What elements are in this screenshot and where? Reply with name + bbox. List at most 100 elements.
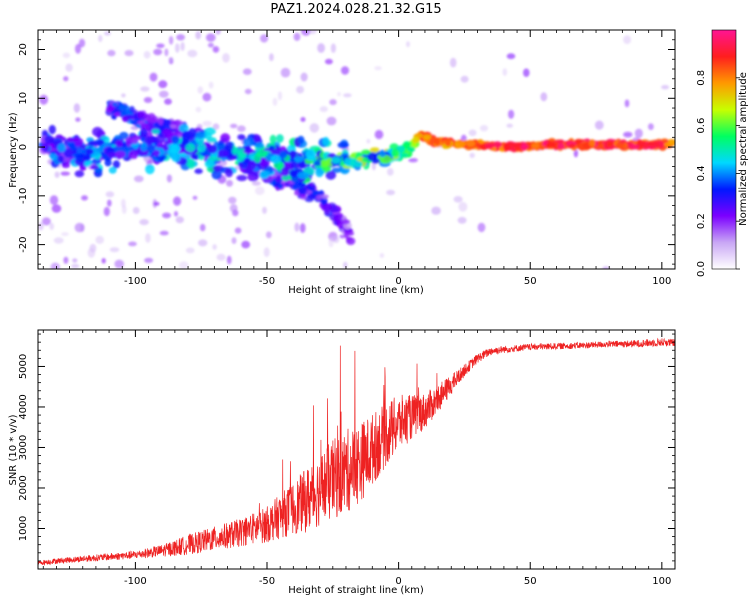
heatmap-noise-cell xyxy=(226,255,232,265)
heatmap-noise-cell xyxy=(387,168,394,176)
heatmap-ridge-cell xyxy=(367,152,378,162)
heatmap-ridge-cell xyxy=(378,149,386,158)
heatmap-noise-cell xyxy=(65,63,73,72)
snr-minor-ticks xyxy=(38,330,676,569)
heatmap-noise-cell xyxy=(624,99,630,108)
heatmap-noise-cell xyxy=(244,88,252,95)
heatmap-branch-cell xyxy=(119,110,128,116)
colorbar-gradient xyxy=(712,30,736,269)
heatmap-noise-cell xyxy=(317,43,325,53)
heatmap-ridge-cell xyxy=(353,161,363,168)
heatmap-ridge-cell xyxy=(320,159,329,167)
heatmap-noise-cell xyxy=(53,237,64,244)
heatmap-noise-cell xyxy=(145,233,151,243)
heatmap-noise-cell xyxy=(195,31,202,40)
heatmap-noise-cell xyxy=(477,222,486,233)
heatmap-noise-cell xyxy=(81,195,88,201)
heatmap-noise-cell xyxy=(479,125,489,132)
heatmap-noise-cell xyxy=(269,53,274,62)
x-tick-label: 0 xyxy=(395,276,401,287)
heatmap-ridge-cell xyxy=(639,140,646,147)
heatmap-noise-cell xyxy=(339,234,346,239)
heatmap-noise-cell xyxy=(72,258,78,263)
heatmap-ridge-cell xyxy=(268,145,275,151)
heatmap-noise-cell xyxy=(523,68,530,77)
snr-panel: -100 -50 0 50 100 1000 2000 3000 4000 5000 Heigh… xyxy=(8,329,676,596)
heatmap-noise-cell xyxy=(168,57,174,61)
heatmap-noise-cell xyxy=(143,51,151,59)
heatmap-ridge-cell xyxy=(281,174,290,182)
y-tick-label: -10 xyxy=(18,188,29,204)
heatmap-ridge-cell xyxy=(484,142,495,149)
heatmap-branch-cell xyxy=(161,119,172,127)
heatmap-ridge-cell xyxy=(63,148,74,158)
heatmap-ridge-cell xyxy=(185,158,193,167)
colorbar-tick-label: 0.2 xyxy=(696,213,707,229)
heatmap-ridge-cell xyxy=(444,138,452,147)
heatmap-noise-cell xyxy=(661,85,670,90)
heatmap-noise-cell xyxy=(262,206,267,214)
colorbar-tick-label: 0.0 xyxy=(696,261,707,277)
heatmap-ridge-cell xyxy=(315,167,324,178)
spectrogram-minor-ticks xyxy=(38,29,676,269)
heatmap-noise-cell xyxy=(265,231,272,239)
heatmap-ridge-cell xyxy=(615,142,625,149)
heatmap-ridge-cell xyxy=(434,137,441,146)
x-tick-label: -50 xyxy=(259,276,275,287)
heatmap-noise-cell xyxy=(156,43,165,49)
heatmap-noise-cell xyxy=(124,50,134,57)
heatmap-branch-cell xyxy=(333,214,343,223)
heatmap-branch-cell xyxy=(157,117,164,125)
heatmap-branch-cell xyxy=(297,187,307,195)
heatmap-noise-cell xyxy=(272,97,278,106)
heatmap-noise-cell xyxy=(153,48,163,56)
heatmap-noise-cell xyxy=(38,222,44,231)
heatmap-noise-cell xyxy=(168,35,174,45)
heatmap-noise-cell xyxy=(192,195,198,200)
colorbar-tick-label: 0.4 xyxy=(696,165,707,181)
heatmap-ridge-cell xyxy=(290,162,300,169)
heatmap-ridge-cell xyxy=(144,136,155,146)
heatmap-ridge-cell xyxy=(521,144,529,149)
heatmap-ridge-cell xyxy=(492,141,502,149)
heatmap-ridge-cell xyxy=(195,131,205,139)
heatmap-ridge-cell xyxy=(412,136,420,144)
heatmap-ridge-cell xyxy=(61,162,71,169)
spectrogram-x-axis-label: Height of straight line (km) xyxy=(288,285,424,296)
heatmap-noise-cell xyxy=(242,68,252,75)
heatmap-noise-cell xyxy=(457,216,467,224)
heatmap-ridge-cell xyxy=(41,129,49,137)
heatmap-ridge-cell xyxy=(181,140,189,146)
heatmap-noise-cell xyxy=(128,241,137,247)
heatmap-noise-cell xyxy=(502,68,508,76)
x-tick-label: 50 xyxy=(524,576,537,587)
heatmap-noise-cell xyxy=(107,49,116,57)
heatmap-ridge-cell xyxy=(247,160,257,171)
heatmap-noise-cell xyxy=(241,240,251,249)
heatmap-noise-cell xyxy=(594,120,604,130)
heatmap-ridge-cell xyxy=(270,154,282,164)
heatmap-ridge-cell xyxy=(169,144,181,154)
heatmap-noise-cell xyxy=(326,116,337,126)
heatmap-noise-cell xyxy=(294,222,300,232)
heatmap-ridge-cell xyxy=(649,141,660,147)
heatmap-noise-cell xyxy=(406,41,410,48)
heatmap-ridge-cell xyxy=(83,154,91,162)
heatmap-ridge-cell xyxy=(269,134,277,144)
heatmap-noise-cell xyxy=(103,206,110,217)
heatmap-noise-cell xyxy=(164,98,172,105)
heatmap-noise-cell xyxy=(105,191,115,198)
heatmap-ridge-cell xyxy=(88,140,100,146)
heatmap-noise-cell xyxy=(226,179,233,187)
heatmap-ridge-cell xyxy=(322,136,330,146)
heatmap-ridge-cell xyxy=(92,126,103,137)
heatmap-noise-cell xyxy=(63,76,69,82)
spectrogram-frame xyxy=(37,29,676,270)
heatmap-branch-cell xyxy=(146,117,157,124)
heatmap-ridge-cell xyxy=(297,171,310,179)
snr-frame xyxy=(37,329,676,570)
heatmap-branch-cell xyxy=(126,114,134,120)
heatmap-noise-cell xyxy=(212,244,217,250)
heatmap-noise-cell xyxy=(51,204,62,213)
heatmap-ridge-cell xyxy=(104,159,112,167)
